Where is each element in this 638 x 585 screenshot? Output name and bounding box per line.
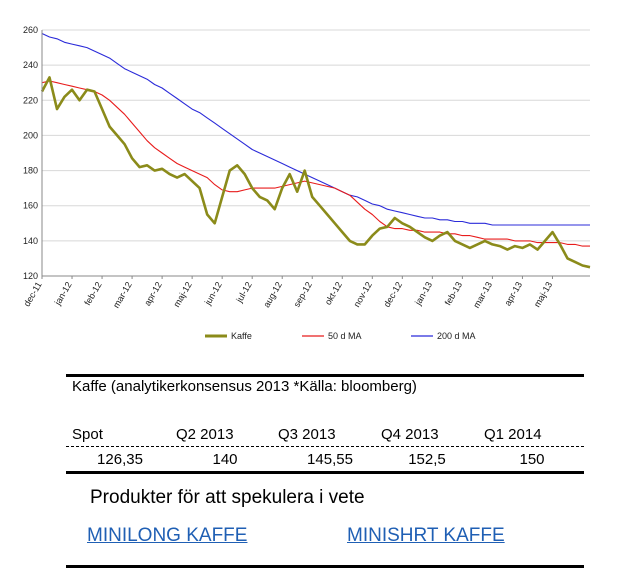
x-tick-label: mar-13 bbox=[471, 280, 494, 310]
x-tick-label: jan-13 bbox=[412, 280, 434, 308]
table-bottom-rule bbox=[66, 471, 584, 474]
x-tick-label: apr-13 bbox=[503, 280, 525, 308]
table-caption: Kaffe (analytikerkonsensus 2013 *Källa: … bbox=[72, 378, 417, 395]
x-tick-label: nov-12 bbox=[352, 280, 374, 309]
y-tick-label: 140 bbox=[23, 236, 38, 246]
y-axis: 120 140 160 180 200 220 240 260 bbox=[23, 25, 38, 281]
table-header-divider bbox=[66, 446, 584, 447]
y-tick-label: 120 bbox=[23, 271, 38, 281]
x-tick-label: jun-12 bbox=[202, 280, 224, 308]
x-tick-label: feb-13 bbox=[443, 280, 464, 307]
x-tick-label: aug-12 bbox=[261, 280, 284, 309]
products-title: Produkter för att spekulera i vete bbox=[90, 487, 365, 508]
minilong-kaffe-link[interactable]: MINILONG KAFFE bbox=[87, 525, 248, 546]
series-line-200-d-ma bbox=[41, 33, 590, 226]
series-lines bbox=[40, 33, 591, 269]
page-bottom-rule bbox=[66, 565, 584, 568]
x-axis: dec-11 jan-12 feb-12 mar-12 apr-12 maj-12 jun-… bbox=[22, 276, 554, 310]
y-tick-label: 160 bbox=[23, 201, 38, 211]
legend-label: 200 d MA bbox=[437, 331, 476, 341]
value-spot: 126,35 bbox=[97, 451, 143, 468]
y-tick-label: 200 bbox=[23, 130, 38, 140]
x-tick-label: maj-12 bbox=[171, 280, 193, 309]
table-top-rule bbox=[66, 374, 584, 377]
x-tick-label: sep-12 bbox=[292, 280, 314, 309]
x-tick-label: jul-12 bbox=[234, 280, 254, 305]
y-tick-label: 240 bbox=[23, 60, 38, 70]
y-tick-label: 220 bbox=[23, 95, 38, 105]
x-tick-label: jan-12 bbox=[52, 280, 74, 308]
minishrt-kaffe-link[interactable]: MINISHRT KAFFE bbox=[347, 525, 505, 546]
x-tick-label: dec-11 bbox=[22, 280, 44, 308]
value-q3-2013: 145,55 bbox=[307, 451, 353, 468]
value-q4-2013: 152,5 bbox=[408, 451, 446, 468]
coffee-price-chart: 120 140 160 180 200 220 240 260 dec-11 jan-12 feb… bbox=[22, 25, 591, 341]
x-tick-label: maj-13 bbox=[532, 280, 554, 309]
y-tick-label: 260 bbox=[23, 25, 38, 35]
legend: Kaffe 50 d MA 200 d MA bbox=[205, 331, 476, 341]
header-q4-2013: Q4 2013 bbox=[381, 426, 439, 443]
header-spot: Spot bbox=[72, 426, 103, 443]
x-tick-label: dec-12 bbox=[382, 280, 404, 309]
x-tick-label: okt-12 bbox=[323, 280, 344, 307]
series-line-kaffe bbox=[40, 76, 591, 269]
x-tick-label: feb-12 bbox=[82, 280, 103, 307]
legend-label: 50 d MA bbox=[328, 331, 362, 341]
grid-lines bbox=[42, 29, 590, 277]
y-tick-label: 180 bbox=[23, 166, 38, 176]
value-q2-2013: 140 bbox=[212, 451, 238, 468]
value-q1-2014: 150 bbox=[519, 451, 545, 468]
legend-label: Kaffe bbox=[231, 331, 252, 341]
series-line-50-d-ma bbox=[41, 80, 590, 247]
header-q3-2013: Q3 2013 bbox=[278, 426, 336, 443]
header-q2-2013: Q2 2013 bbox=[176, 426, 234, 443]
x-tick-label: apr-12 bbox=[142, 280, 164, 308]
header-q1-2014: Q1 2014 bbox=[484, 426, 542, 443]
x-tick-label: mar-12 bbox=[111, 280, 134, 310]
